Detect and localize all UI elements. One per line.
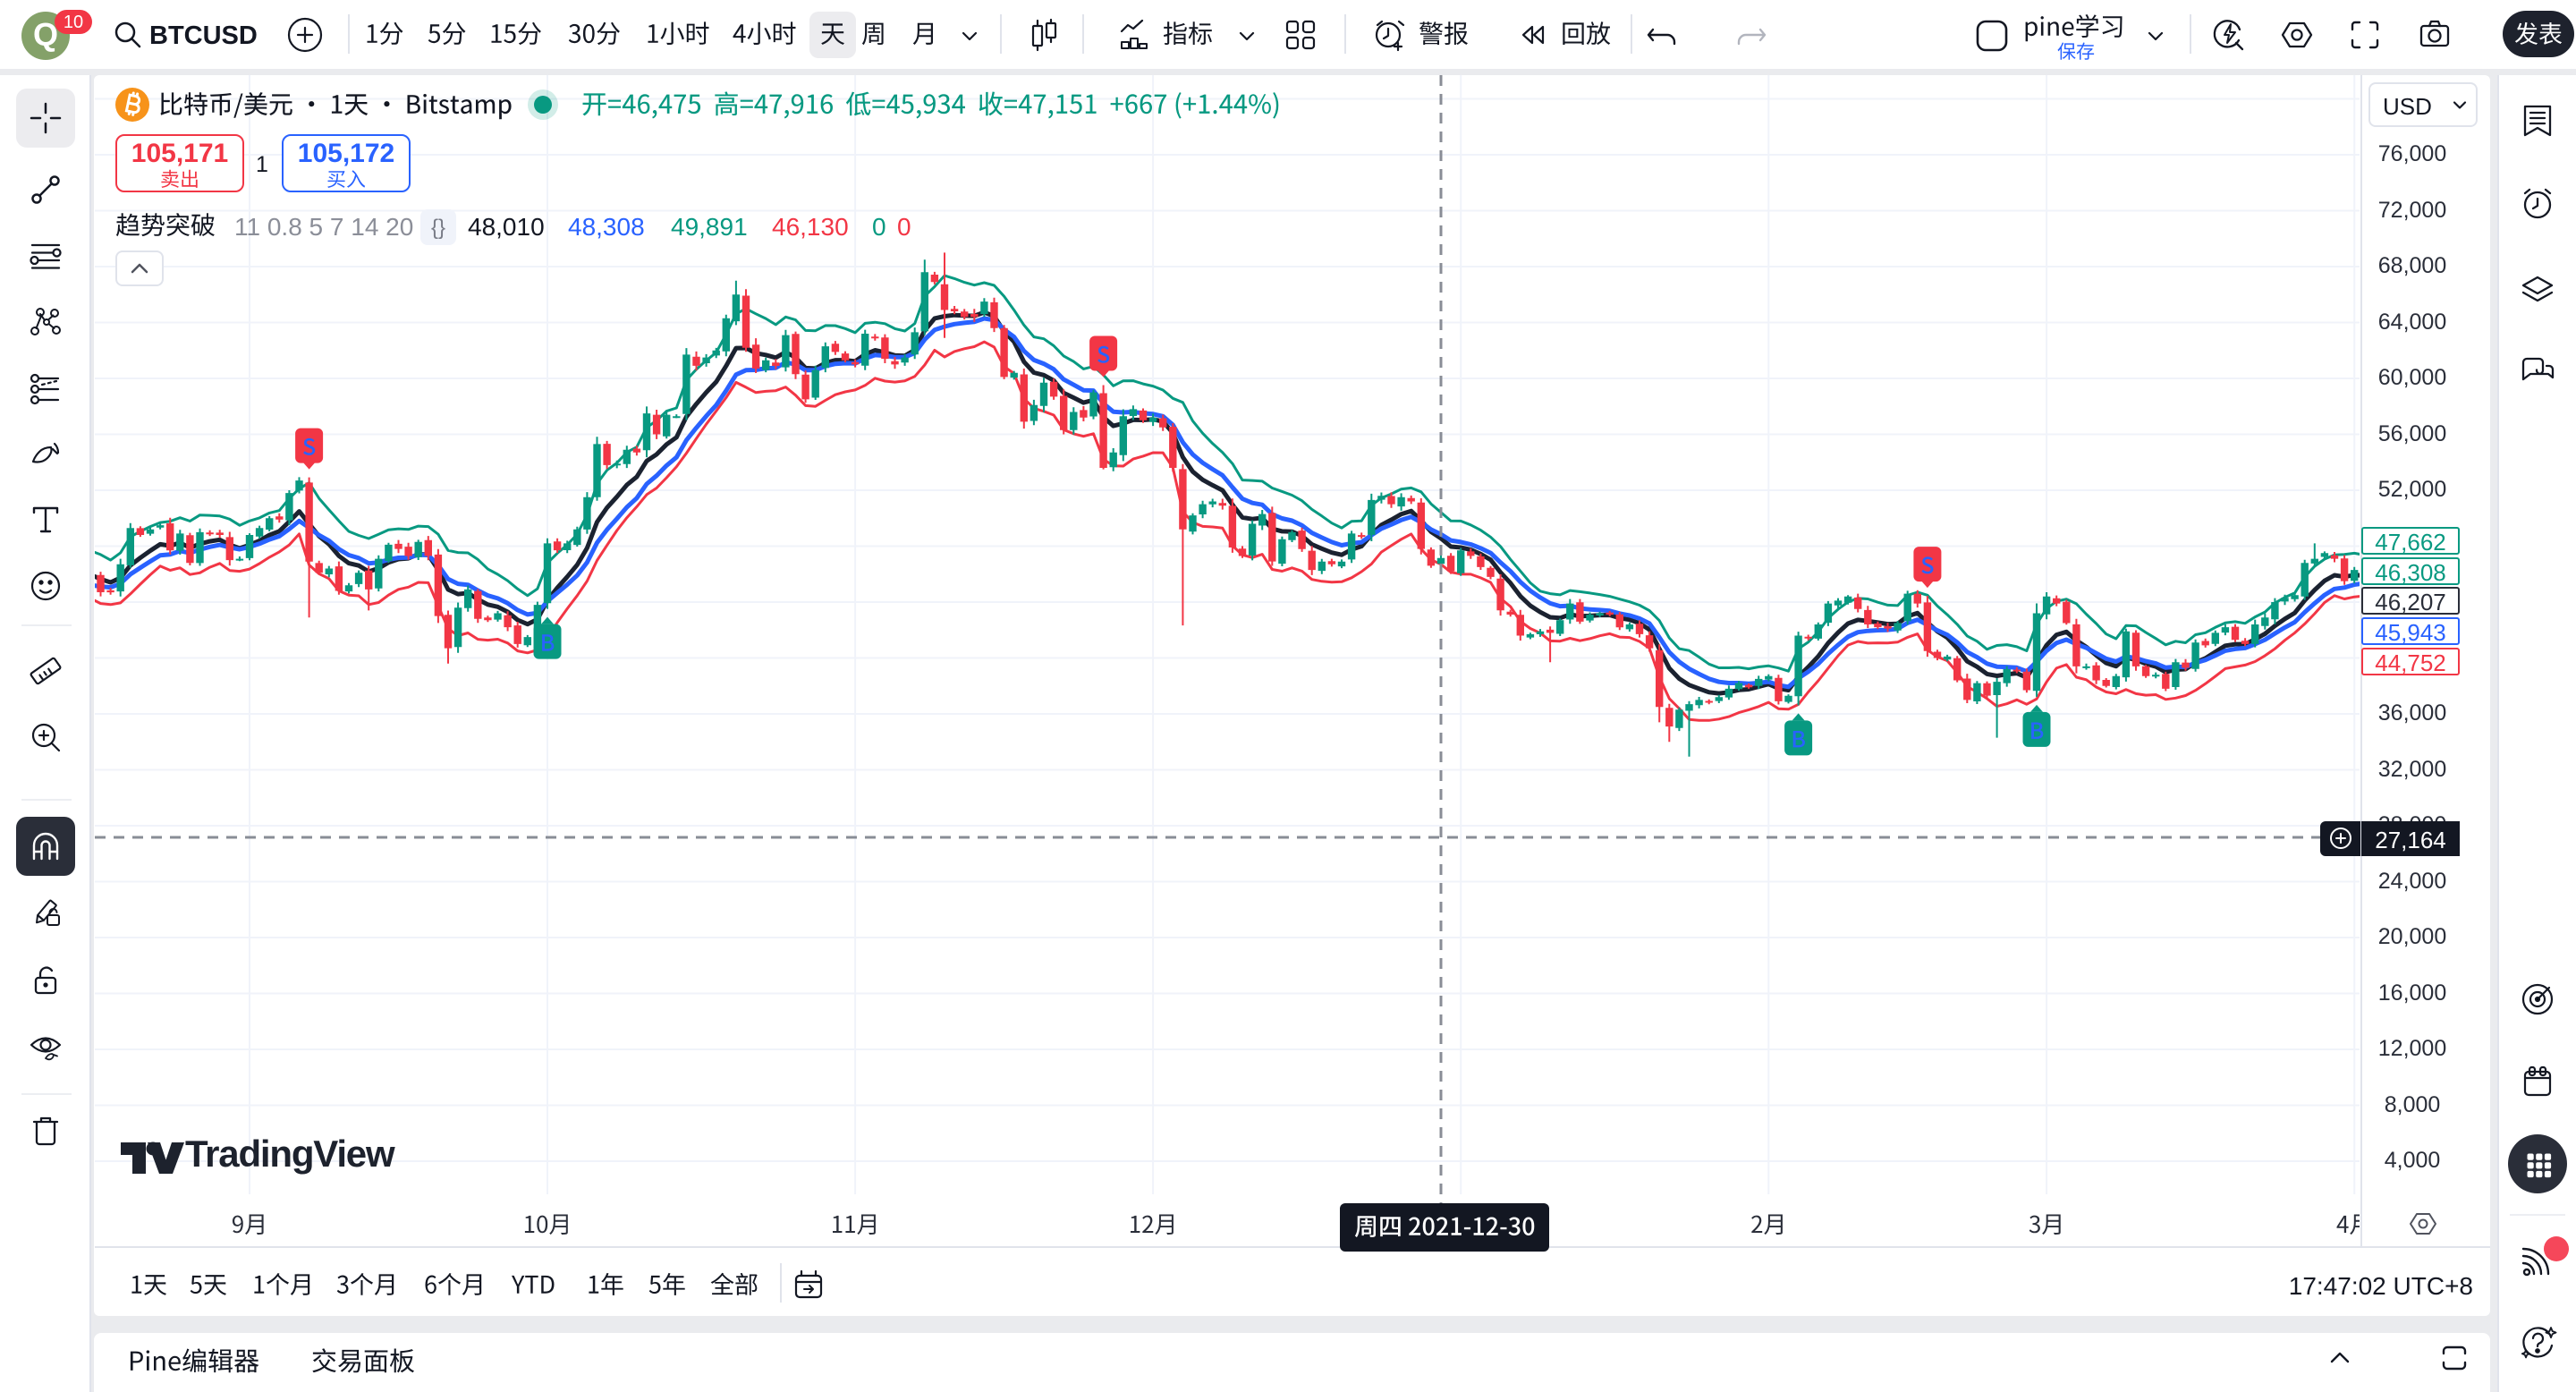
svg-text:Q: Q [33, 16, 58, 53]
svg-text:10: 10 [64, 13, 83, 32]
